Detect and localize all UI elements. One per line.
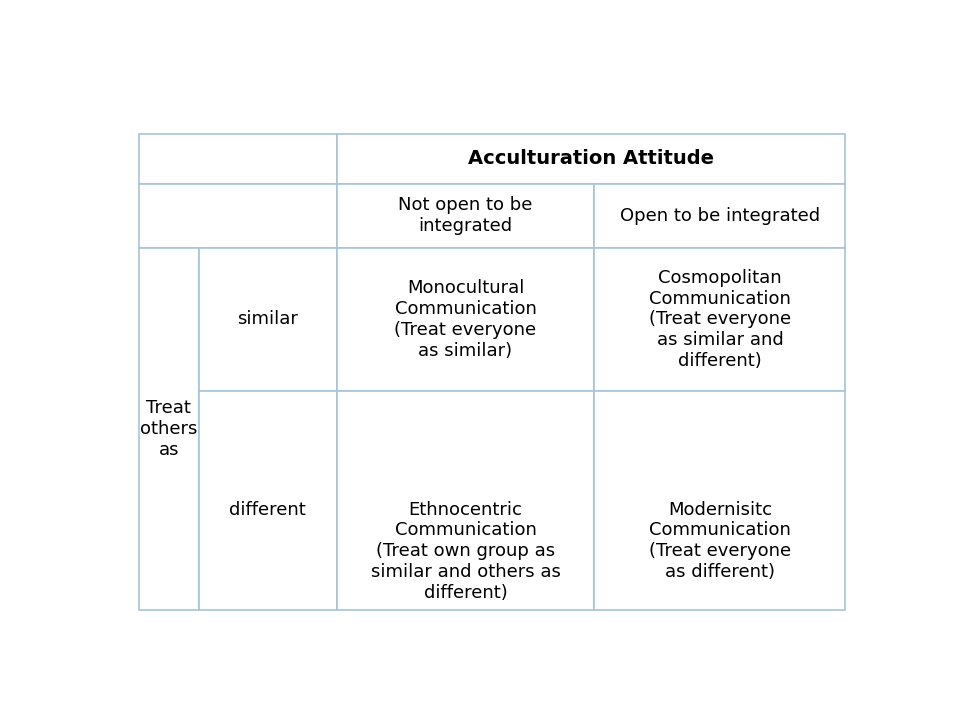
Bar — [337, 391, 594, 611]
Bar — [138, 248, 199, 611]
Bar — [594, 184, 846, 248]
Text: Modernisitc
Communication
(Treat everyone
as different): Modernisitc Communication (Treat everyon… — [649, 500, 791, 581]
Text: different: different — [229, 500, 306, 518]
Bar — [337, 133, 846, 184]
Text: Not open to be
integrated: Not open to be integrated — [398, 197, 533, 235]
Bar — [138, 184, 337, 248]
Text: Cosmopolitan
Communication
(Treat everyone
as similar and
different): Cosmopolitan Communication (Treat everyo… — [649, 269, 791, 370]
Text: Treat
others
as: Treat others as — [140, 400, 198, 459]
Text: Monocultural
Communication
(Treat everyone
as similar): Monocultural Communication (Treat everyo… — [395, 279, 537, 360]
Bar — [337, 184, 594, 248]
Bar — [337, 248, 594, 391]
Bar — [138, 133, 337, 184]
Text: Acculturation Attitude: Acculturation Attitude — [468, 149, 714, 168]
Text: Ethnocentric
Communication
(Treat own group as
similar and others as
different): Ethnocentric Communication (Treat own gr… — [371, 500, 561, 602]
Bar — [199, 391, 337, 611]
Bar — [199, 248, 337, 391]
Text: similar: similar — [237, 310, 298, 328]
Bar — [594, 248, 846, 391]
Bar — [594, 391, 846, 611]
Text: Open to be integrated: Open to be integrated — [620, 207, 820, 225]
